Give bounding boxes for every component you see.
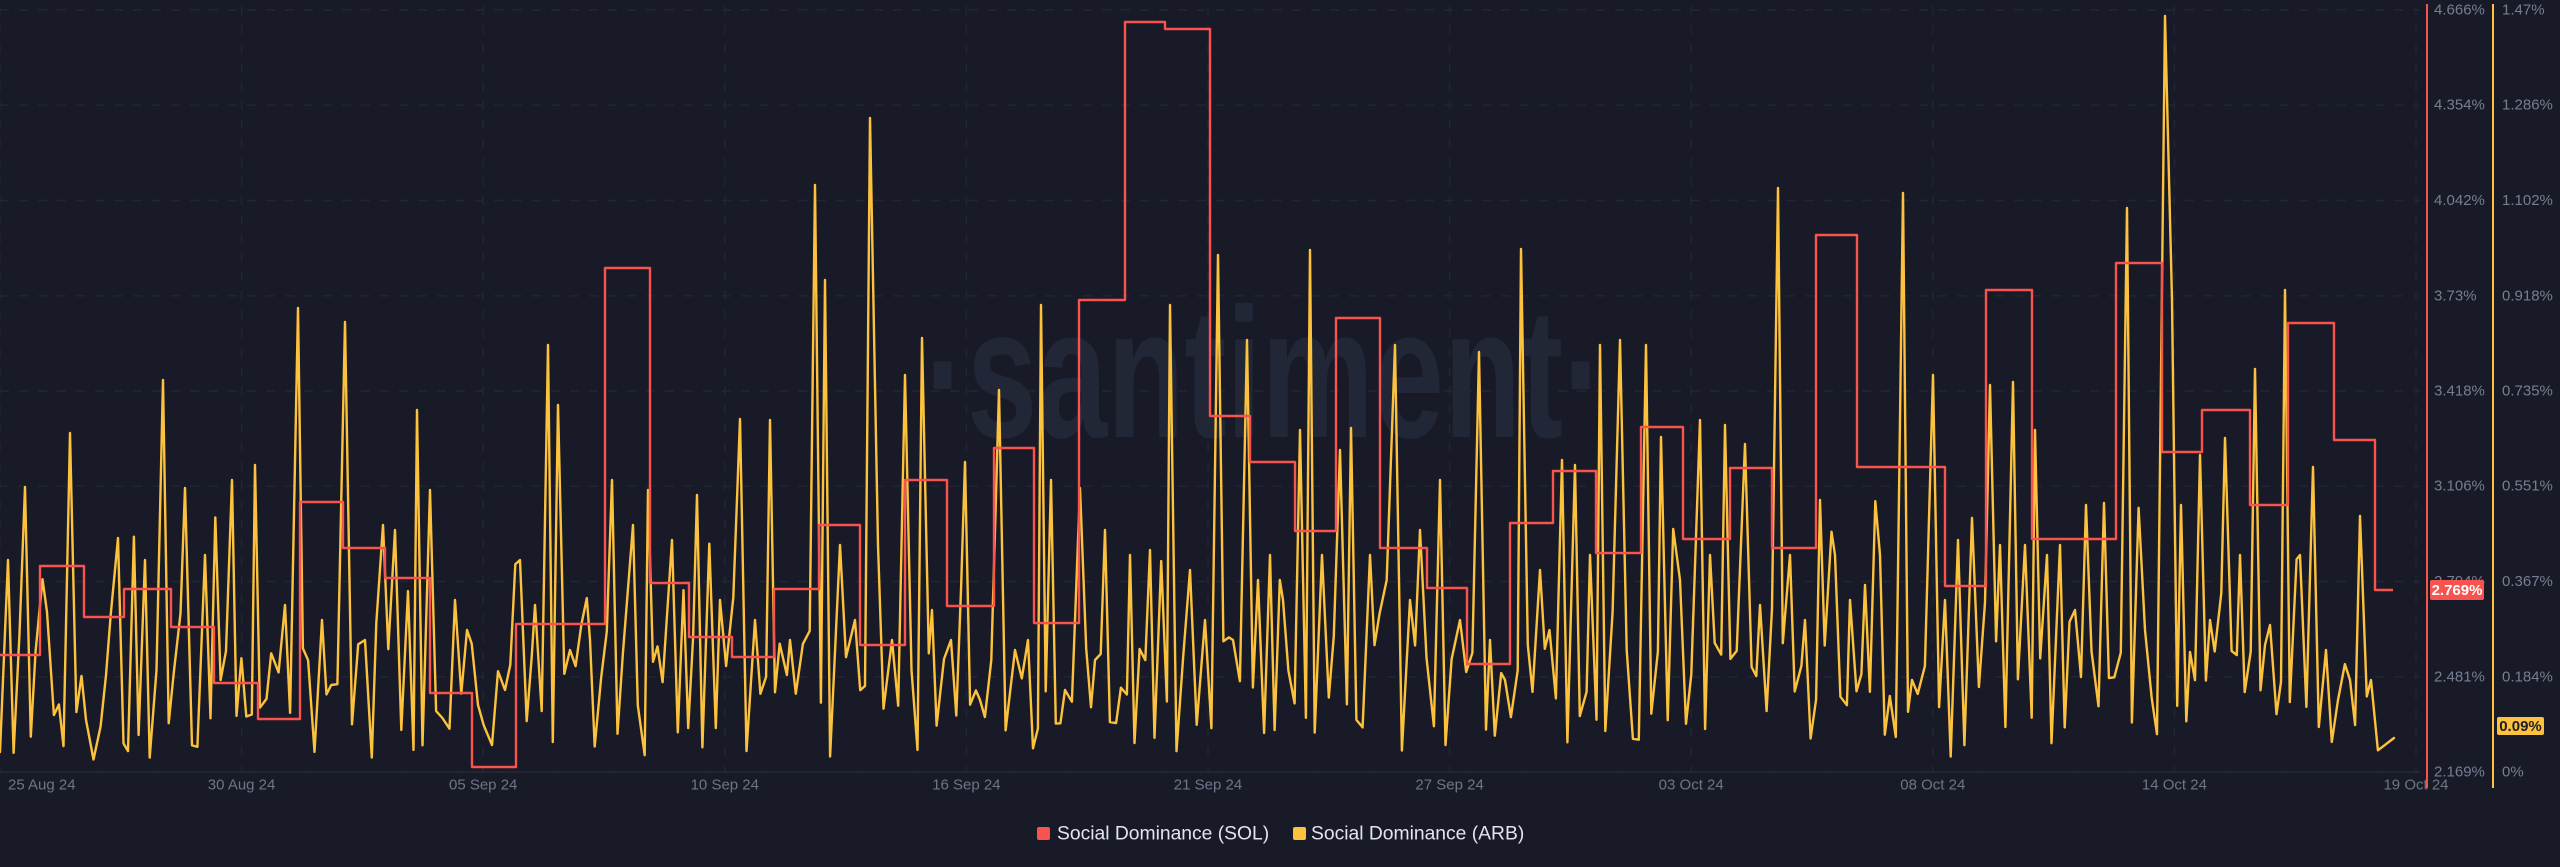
svg-text:4.042%: 4.042% [2434,192,2485,209]
svg-text:Social Dominance (SOL): Social Dominance (SOL) [1057,824,1269,845]
svg-text:1.102%: 1.102% [2502,192,2553,209]
svg-text:0.735%: 0.735% [2502,383,2553,400]
svg-text:16 Sep 24: 16 Sep 24 [932,777,1000,794]
svg-text:08 Oct 24: 08 Oct 24 [1900,777,1965,794]
svg-text:·santiment·: ·santiment· [925,271,1605,477]
svg-text:19 Oct 24: 19 Oct 24 [2383,777,2448,794]
svg-text:1.286%: 1.286% [2502,97,2553,114]
svg-text:2.481%: 2.481% [2434,668,2485,685]
svg-text:30 Aug 24: 30 Aug 24 [208,777,276,794]
svg-text:4.666%: 4.666% [2434,2,2485,19]
svg-text:0.918%: 0.918% [2502,287,2553,304]
svg-text:14 Oct 24: 14 Oct 24 [2142,777,2207,794]
svg-text:Social Dominance (ARB): Social Dominance (ARB) [1311,824,1524,845]
svg-text:1.47%: 1.47% [2502,2,2545,19]
svg-text:2.169%: 2.169% [2434,764,2485,781]
svg-text:3.106%: 3.106% [2434,478,2485,495]
svg-text:27 Sep 24: 27 Sep 24 [1415,777,1483,794]
svg-text:03 Oct 24: 03 Oct 24 [1659,777,1724,794]
svg-text:0.551%: 0.551% [2502,478,2553,495]
svg-text:10 Sep 24: 10 Sep 24 [691,777,759,794]
svg-text:0%: 0% [2502,764,2524,781]
svg-text:0.09%: 0.09% [2499,718,2542,735]
svg-text:21 Sep 24: 21 Sep 24 [1174,777,1242,794]
svg-text:3.418%: 3.418% [2434,383,2485,400]
svg-text:0.184%: 0.184% [2502,668,2553,685]
svg-text:4.354%: 4.354% [2434,97,2485,114]
svg-text:2.769%: 2.769% [2432,582,2483,599]
svg-text:0.367%: 0.367% [2502,573,2553,590]
svg-text:05 Sep 24: 05 Sep 24 [449,777,517,794]
svg-text:3.73%: 3.73% [2434,287,2477,304]
svg-text:25 Aug 24: 25 Aug 24 [8,777,76,794]
